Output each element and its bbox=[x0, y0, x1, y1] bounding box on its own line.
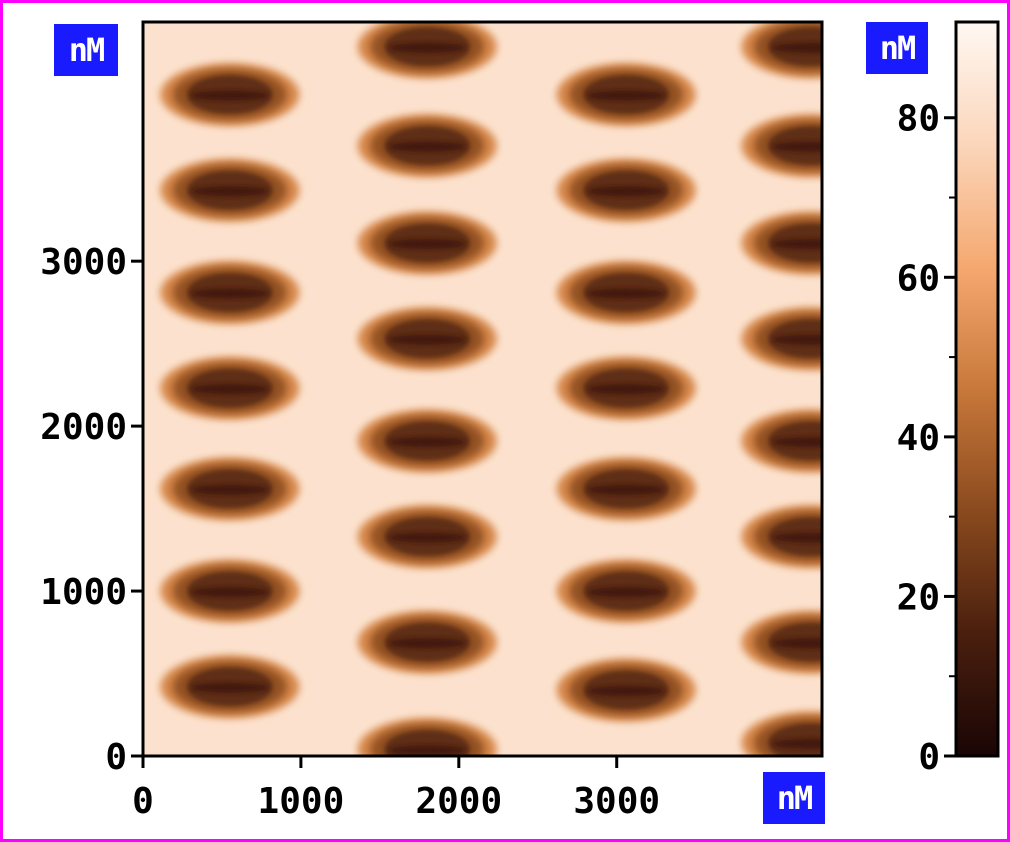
pit-0-2 bbox=[160, 457, 300, 521]
colorbar-tick-label-0: 0 bbox=[918, 737, 940, 778]
pit-1-3 bbox=[357, 409, 497, 473]
x-unit-badge: nM bbox=[763, 772, 825, 824]
pit-3-2 bbox=[741, 505, 822, 568]
x-tick-label-2000: 2000 bbox=[415, 781, 502, 822]
colorbar-tick-label-80: 80 bbox=[897, 99, 940, 140]
plot-border bbox=[141, 20, 824, 758]
pit-0-4 bbox=[160, 261, 300, 324]
pit-3-1 bbox=[741, 610, 822, 674]
pit-3-6 bbox=[741, 114, 822, 178]
colorbar-axis: 0 20 40 60 80 bbox=[897, 99, 956, 778]
x-tick-label-3000: 3000 bbox=[573, 781, 660, 822]
pit-2-6 bbox=[556, 63, 696, 126]
y-tick-label-1000: 1000 bbox=[40, 572, 127, 613]
pit-3-7 bbox=[741, 22, 822, 79]
pit-3-4 bbox=[741, 307, 822, 371]
pit-2-2 bbox=[556, 457, 696, 521]
pit-2-4 bbox=[556, 261, 696, 324]
colorbar-tick-label-20: 20 bbox=[897, 577, 940, 618]
pit-3-0 bbox=[741, 711, 822, 756]
colorbar-unit-badge: nM bbox=[866, 22, 928, 74]
pit-2-0 bbox=[556, 658, 696, 722]
x-axis: 0 1000 2000 3000 bbox=[132, 756, 660, 822]
pit-2-1 bbox=[556, 559, 696, 623]
pit-1-7 bbox=[357, 22, 497, 79]
pit-3-3 bbox=[741, 409, 822, 473]
x-tick-label-1000: 1000 bbox=[258, 781, 345, 822]
colorbar bbox=[954, 20, 1000, 758]
pit-0-3 bbox=[160, 356, 300, 420]
pit-1-5 bbox=[357, 211, 497, 275]
pit-3-5 bbox=[741, 211, 822, 275]
pit-1-0 bbox=[357, 718, 497, 756]
pit-0-5 bbox=[160, 158, 300, 222]
pit-1-1 bbox=[357, 610, 497, 674]
pit-2-3 bbox=[556, 356, 696, 420]
y-unit-badge: nM bbox=[54, 24, 118, 76]
y-tick-label-3000: 3000 bbox=[40, 242, 127, 283]
pit-0-1 bbox=[160, 559, 300, 623]
pit-2-5 bbox=[556, 158, 696, 222]
pit-1-4 bbox=[357, 307, 497, 371]
pit-layer bbox=[160, 22, 822, 756]
x-tick-label-0: 0 bbox=[132, 781, 154, 822]
y-axis: 0 1000 2000 3000 bbox=[40, 242, 143, 778]
colorbar-tick-label-60: 60 bbox=[897, 258, 940, 299]
pit-1-6 bbox=[357, 114, 497, 178]
y-tick-label-2000: 2000 bbox=[40, 407, 127, 448]
pit-0-6 bbox=[160, 63, 300, 126]
pit-1-2 bbox=[357, 505, 497, 568]
pit-0-0 bbox=[160, 655, 300, 719]
colorbar-tick-label-40: 40 bbox=[897, 418, 940, 459]
y-tick-label-0: 0 bbox=[105, 737, 127, 778]
